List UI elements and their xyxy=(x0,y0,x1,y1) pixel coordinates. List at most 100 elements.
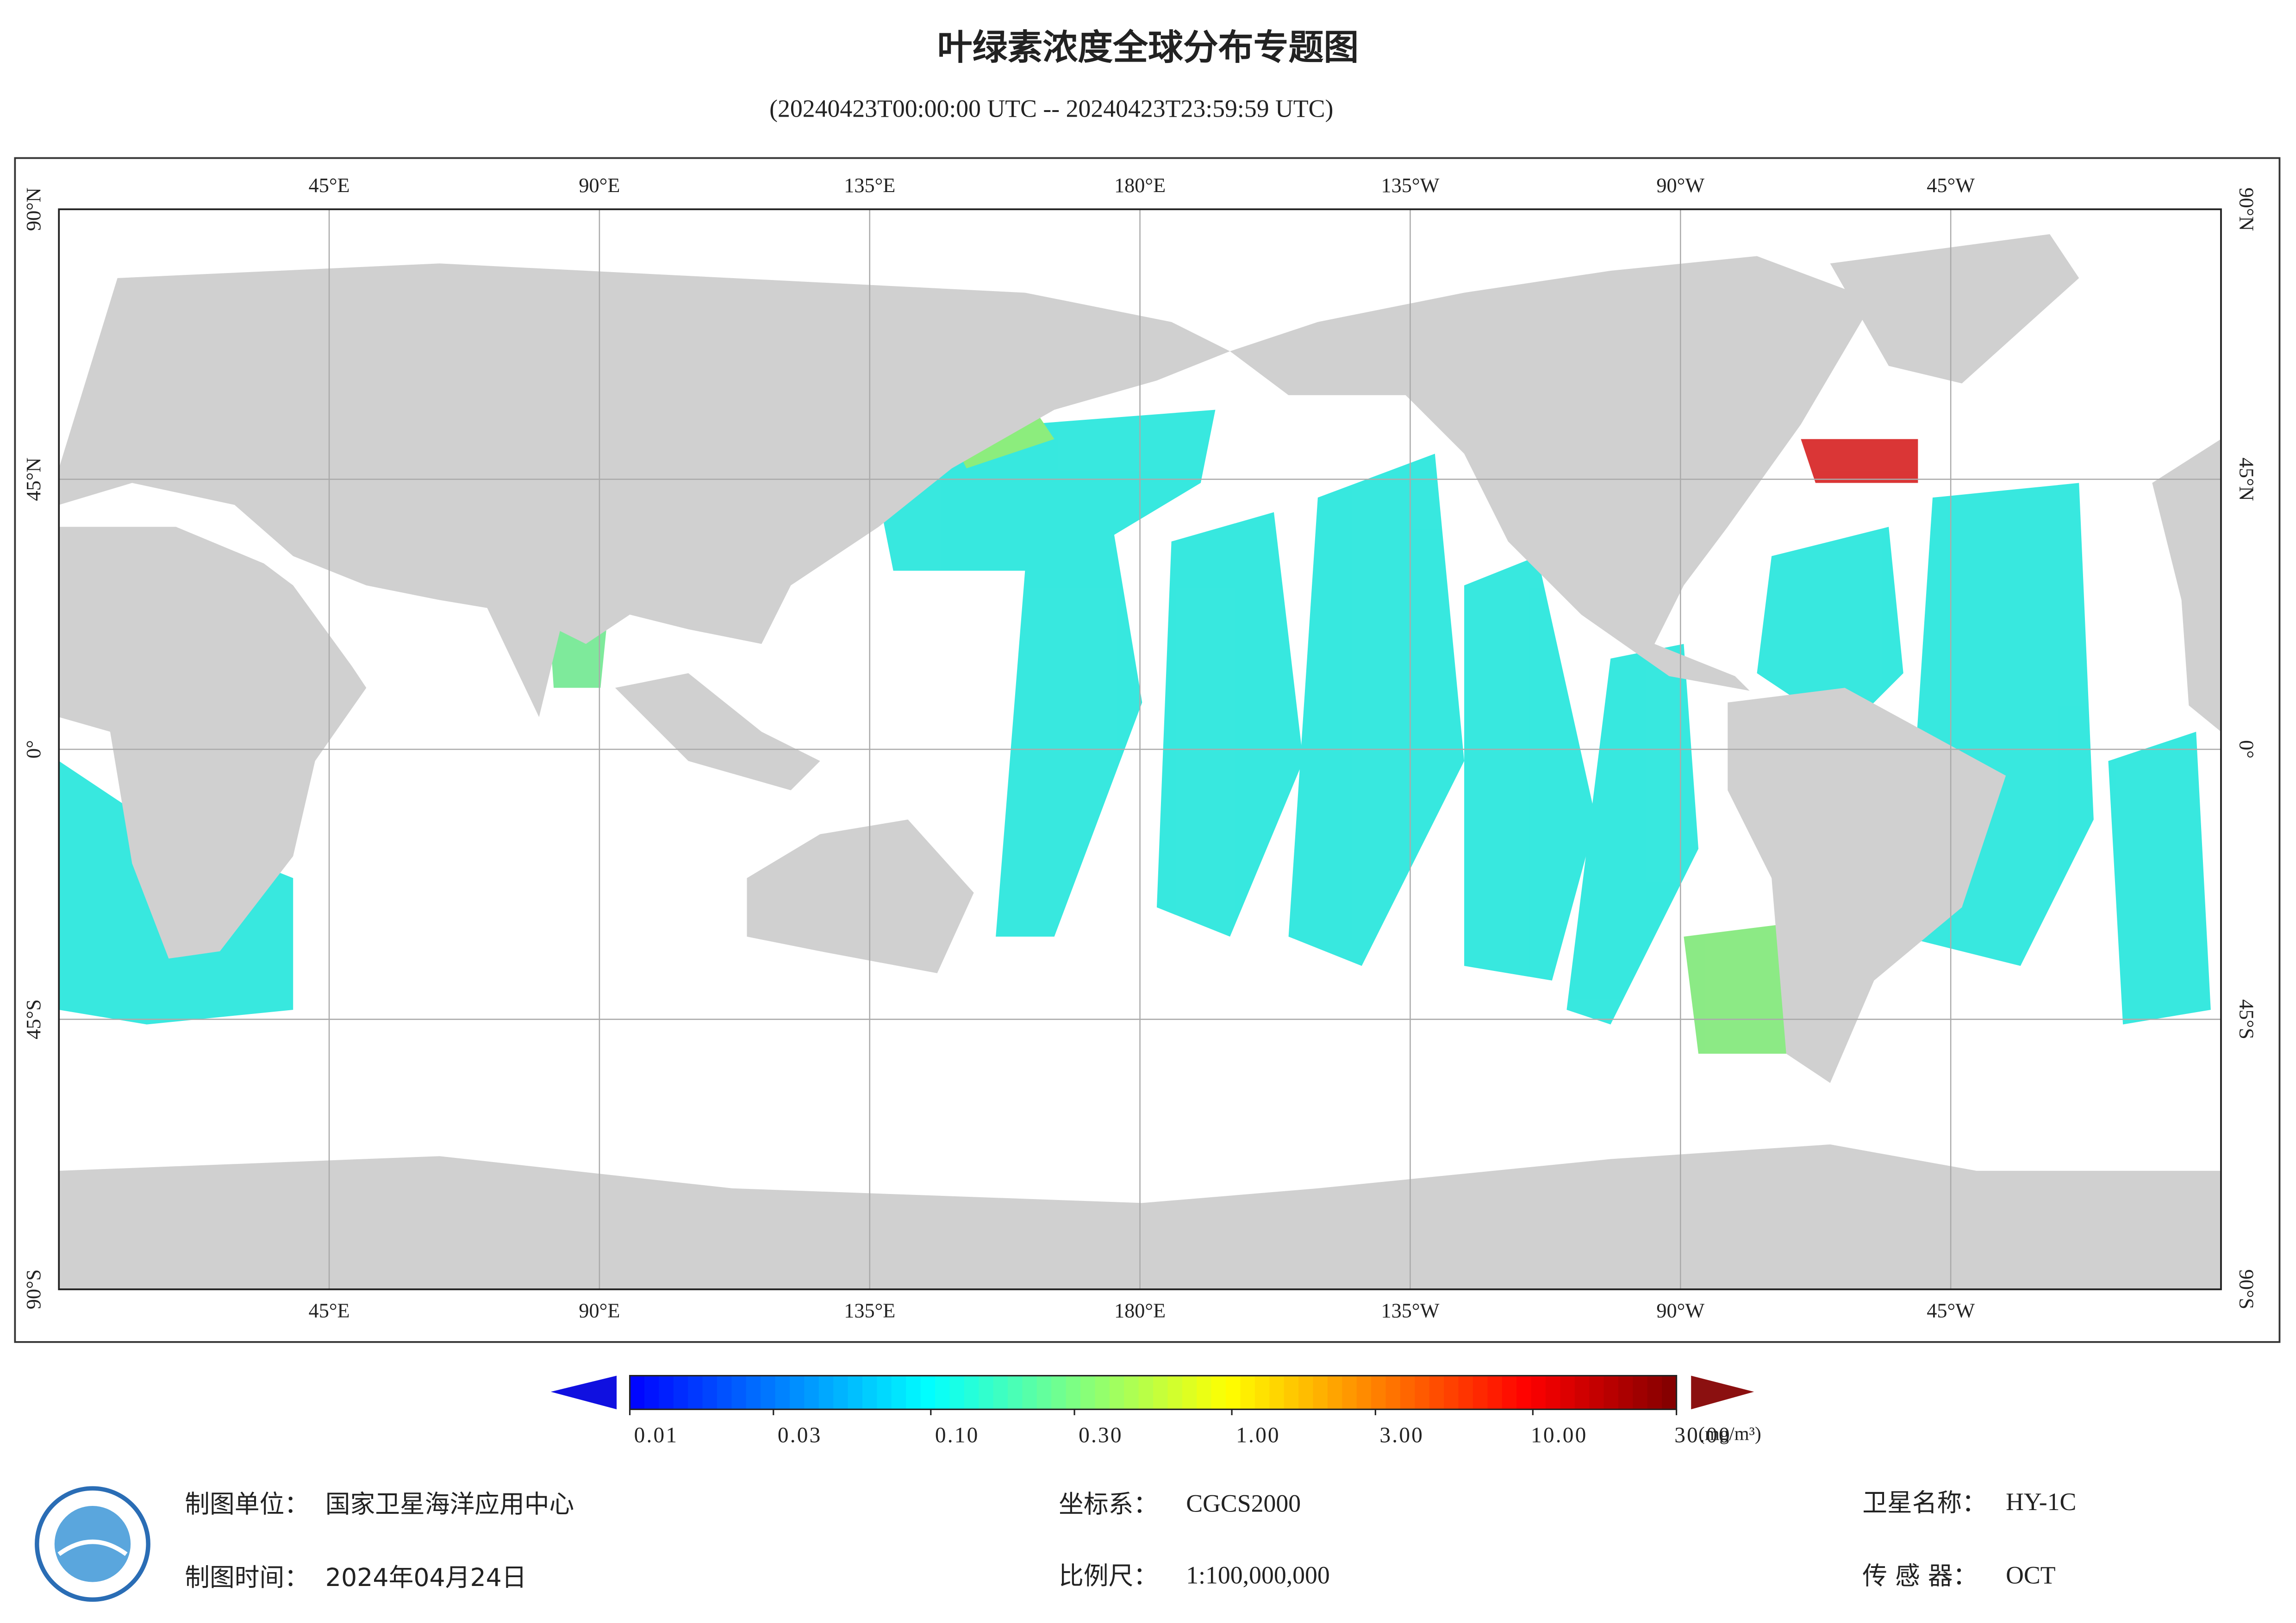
lon-label: 135°W xyxy=(1381,1300,1440,1322)
colorbar-segment xyxy=(891,1375,907,1410)
lat-label: 90°N xyxy=(2235,187,2258,231)
footer-label: 制图时间： xyxy=(185,1563,309,1592)
lon-label: 45°E xyxy=(309,1300,350,1322)
colorbar-segment xyxy=(877,1375,892,1410)
lon-label: 135°E xyxy=(844,1300,895,1322)
colorbar-segment xyxy=(1313,1375,1329,1410)
lon-label: 45°W xyxy=(1927,1300,1975,1322)
colorbar-segment xyxy=(1400,1375,1416,1410)
colorbar-segment xyxy=(1342,1375,1357,1410)
swath xyxy=(1757,527,1903,732)
colorbar-segment xyxy=(1589,1375,1604,1410)
colorbar-segment xyxy=(1603,1375,1619,1410)
lon-label: 45°W xyxy=(1927,174,1975,197)
colorbar-segment xyxy=(1138,1375,1154,1410)
footer-label: 制图单位： xyxy=(185,1490,309,1519)
colorbar-segment xyxy=(862,1375,878,1410)
colorbar-over xyxy=(1691,1375,1754,1410)
landmass xyxy=(2152,439,2221,732)
footer-value: 2024年04月24日 xyxy=(325,1563,527,1592)
colorbar-segment xyxy=(1240,1375,1256,1410)
colorbar-segment xyxy=(717,1375,732,1410)
lat-label: 0° xyxy=(22,740,45,759)
lat-label: 45°S xyxy=(2235,999,2258,1039)
colorbar-segment xyxy=(964,1375,980,1410)
colorbar-segment xyxy=(1560,1375,1576,1410)
colorbar-segment xyxy=(775,1375,791,1410)
landmass xyxy=(1830,234,2079,384)
colorbar-segment xyxy=(761,1375,776,1410)
logo-wave xyxy=(57,1539,128,1556)
swath xyxy=(996,527,1142,937)
footer-label: 卫星名称： xyxy=(1862,1488,1987,1517)
subtitle: (20240423T00:00:00 UTC -- 20240423T23:59… xyxy=(769,95,1333,123)
colorbar: 0.01 0.03 0.10 0.30 1.00 3.00 10.00 30.00(mg/m³… xyxy=(550,1374,1761,1447)
colorbar-segment xyxy=(848,1375,863,1410)
colorbar-under xyxy=(550,1375,617,1410)
colorbar-segment xyxy=(1371,1375,1386,1410)
footer-value: CGCS2000 xyxy=(1186,1489,1301,1517)
colorbar-segment xyxy=(1516,1375,1532,1410)
colorbar-segment xyxy=(1458,1375,1474,1410)
colorbar-segment xyxy=(1502,1375,1517,1410)
colorbar-segment xyxy=(1415,1375,1430,1410)
colorbar-segment xyxy=(1647,1375,1663,1410)
colorbar-tick-label: 10.00 xyxy=(1531,1423,1588,1447)
swath xyxy=(2108,732,2211,1025)
lat-label: 90°S xyxy=(2235,1269,2258,1310)
lon-label: 135°W xyxy=(1381,174,1440,197)
colorbar-segment xyxy=(935,1375,950,1410)
colorbar-segment xyxy=(1036,1375,1052,1410)
lon-label: 90°E xyxy=(579,174,620,197)
colorbar-tick-label: 30.00 xyxy=(1674,1423,1731,1447)
footer-label: 传 感 器： xyxy=(1862,1561,1978,1591)
map-frame xyxy=(58,208,2222,1290)
colorbar-segment xyxy=(630,1375,645,1410)
map xyxy=(58,208,2222,1290)
footer-label: 比例尺： xyxy=(1059,1561,1158,1591)
lon-label: 180°E xyxy=(1114,174,1166,197)
colorbar-segment xyxy=(1618,1375,1634,1410)
colorbar-segment xyxy=(1109,1375,1125,1410)
colorbar-segment xyxy=(1124,1375,1139,1410)
lat-label: 45°N xyxy=(2235,458,2258,501)
colorbar-segment xyxy=(659,1375,674,1410)
colorbar-segment xyxy=(1633,1375,1648,1410)
colorbar-segment xyxy=(1356,1375,1372,1410)
lat-label: 45°N xyxy=(22,458,45,501)
colorbar-segment xyxy=(1167,1375,1183,1410)
lat-label: 90°N xyxy=(22,187,45,231)
colorbar-segment xyxy=(746,1375,761,1410)
colorbar-frame xyxy=(629,1374,1678,1410)
landmass xyxy=(59,527,367,959)
colorbar-segment xyxy=(1444,1375,1459,1410)
lat-label: 90°S xyxy=(22,1269,45,1310)
colorbar-segment xyxy=(920,1375,936,1410)
colorbar-segment xyxy=(1182,1375,1198,1410)
colorbar-segment xyxy=(1284,1375,1299,1410)
colorbar-tick-label: 0.03 xyxy=(778,1423,822,1447)
colorbar-segment xyxy=(1022,1375,1038,1410)
lon-label: 45°E xyxy=(309,174,350,197)
colorbar-segment xyxy=(1080,1375,1096,1410)
landmass xyxy=(747,819,974,973)
colorbar-tick-label: 3.00 xyxy=(1379,1423,1424,1447)
title: 叶绿素浓度全球分布专题图 xyxy=(937,27,1359,68)
landmass xyxy=(59,263,1230,644)
colorbar-segment xyxy=(1472,1375,1488,1410)
colorbar-segment xyxy=(1095,1375,1111,1410)
swath xyxy=(1288,454,1465,966)
colorbar-segment xyxy=(702,1375,718,1410)
landmass xyxy=(615,673,820,790)
lat-label: 45°S xyxy=(22,999,45,1039)
colorbar-unit: (mg/m³) xyxy=(1698,1423,1761,1445)
colorbar-tick-label: 0.30 xyxy=(1079,1423,1123,1447)
colorbar-segment xyxy=(731,1375,747,1410)
landmass xyxy=(1728,688,2006,1083)
colorbar-segment xyxy=(804,1375,820,1410)
landmass xyxy=(1230,256,1874,691)
colorbar-segment xyxy=(644,1375,660,1410)
colorbar-segment xyxy=(1531,1375,1547,1410)
swath xyxy=(1156,512,1304,937)
